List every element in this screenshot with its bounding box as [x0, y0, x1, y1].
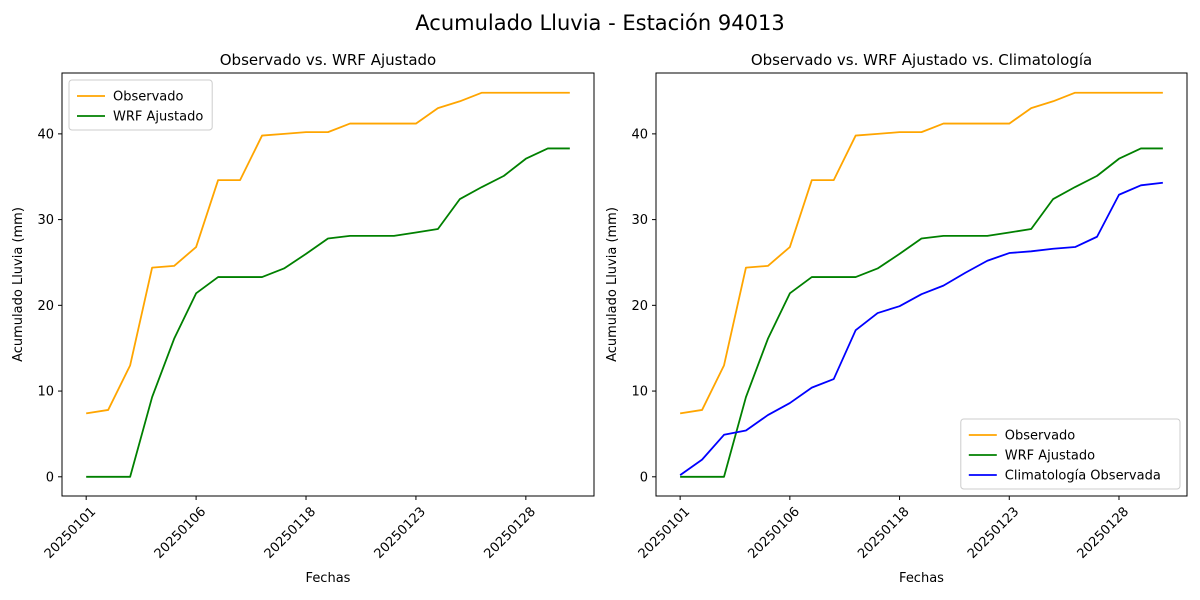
series-line-observado [86, 91, 570, 415]
y-tick-label: 10 [37, 385, 54, 400]
y-tick-label: 30 [631, 213, 648, 228]
x-axis-label: Fechas [306, 571, 351, 586]
chart-title: Observado vs. WRF Ajustado [220, 51, 436, 69]
y-tick-label: 10 [631, 385, 648, 400]
legend: Observado WRF Ajustado Climatología Observ… [960, 418, 1181, 490]
x-tick-label: 20250106 [152, 504, 209, 561]
x-tick-label: 20250106 [745, 504, 802, 561]
chart-title: Observado vs. WRF Ajustado vs. Climatolo… [751, 51, 1092, 69]
x-tick-label: 20250123 [372, 504, 429, 561]
plot-frame [61, 72, 595, 497]
legend-label: WRF Ajustado [1005, 449, 1095, 464]
series-line-observado [680, 91, 1163, 415]
x-tick-label: 20250118 [855, 504, 912, 561]
y-tick-label: 40 [37, 127, 54, 142]
y-tick-label: 40 [631, 127, 648, 142]
figure-suptitle: Acumulado Lluvia - Estación 94013 [415, 11, 784, 35]
legend-box [960, 418, 1181, 490]
x-tick-label: 20250118 [262, 504, 319, 561]
legend: Observado WRF Ajustado [68, 79, 213, 131]
series-line-wrf [86, 147, 570, 478]
legend-label: WRF Ajustado [113, 110, 203, 125]
x-tick-label: 20250123 [965, 504, 1022, 561]
legend-box [68, 79, 213, 131]
series-line-wrf [680, 147, 1163, 478]
right-chart-panel: Observado vs. WRF Ajustado vs. Climatolo… [605, 51, 1188, 586]
y-axis-label: Acumulado Lluvia (mm) [605, 207, 620, 362]
y-tick-label: 0 [46, 470, 54, 485]
y-tick-label: 20 [37, 299, 54, 314]
y-tick-label: 30 [37, 213, 54, 228]
y-tick-label: 0 [640, 470, 648, 485]
x-tick-label: 20250128 [1075, 504, 1132, 561]
legend-label: Observado [113, 90, 184, 105]
x-tick-label: 20250128 [482, 504, 539, 561]
x-tick-label: 20250101 [636, 504, 693, 561]
left-chart-panel: Observado vs. WRF Ajustado 0 10 20 30 40 20250… [11, 51, 595, 586]
x-tick-label: 20250101 [42, 504, 99, 561]
y-tick-label: 20 [631, 299, 648, 314]
y-axis-label: Acumulado Lluvia (mm) [11, 207, 26, 362]
legend-label: Climatología Observada [1005, 469, 1161, 484]
series-line-clima [679, 181, 1163, 476]
x-axis-label: Fechas [899, 571, 944, 586]
legend-label: Observado [1005, 429, 1076, 444]
plot-frame [655, 72, 1188, 497]
